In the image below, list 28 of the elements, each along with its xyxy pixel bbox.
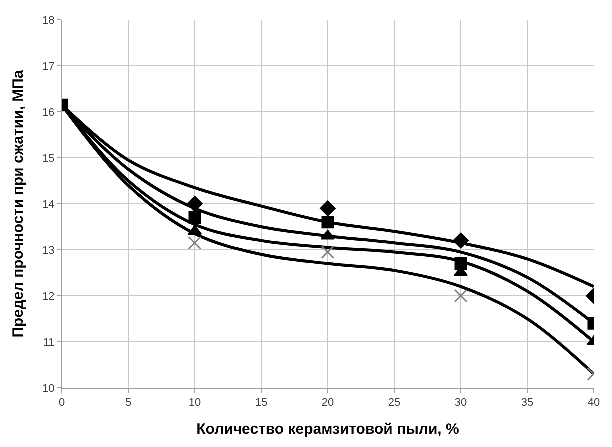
x-tick-label: 35 [521, 397, 534, 410]
point [188, 225, 202, 236]
x-tick-label: 15 [255, 397, 268, 410]
y-tick-label: 11 [43, 336, 55, 349]
x-tick-label: 25 [388, 397, 401, 410]
point [188, 236, 202, 250]
x-tick-label: 20 [322, 397, 334, 410]
y-tick-label: 15 [42, 152, 55, 165]
y-tick-label: 17 [42, 60, 55, 73]
point [322, 216, 334, 229]
x-tick-label: 0 [58, 397, 66, 410]
x-tick-label: 10 [188, 397, 202, 410]
y-axis-title: Предел прочности при сжатии, МПа [10, 70, 27, 338]
y-tick-label: 12 [42, 290, 55, 303]
point [187, 196, 203, 212]
y-tick-label: 16 [42, 106, 55, 119]
point [188, 212, 202, 224]
y-tick-label: 13 [42, 244, 55, 257]
y-tick-label: 10 [42, 382, 55, 395]
point [321, 246, 335, 260]
x-tick-label: 40 [588, 397, 600, 410]
y-tick-label: 18 [42, 14, 55, 27]
y-tick-label: 14 [42, 198, 55, 211]
point [320, 200, 336, 216]
point [320, 230, 336, 240]
x-tick-label: 30 [454, 397, 468, 410]
x-axis-title: Количество керамзитовой пыли, % [196, 421, 460, 438]
x-tick-label: 5 [125, 397, 132, 410]
